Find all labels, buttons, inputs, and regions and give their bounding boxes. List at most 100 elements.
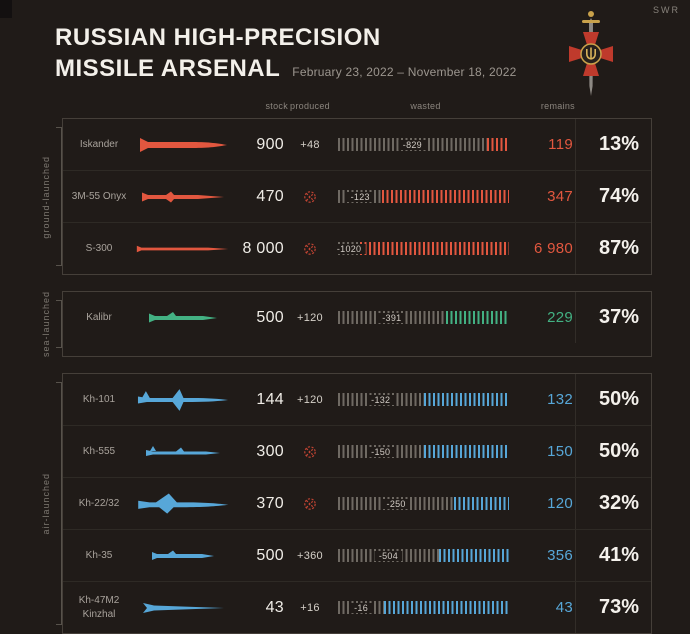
missile-name: Kh-22/32: [78, 498, 120, 510]
produced-none: [288, 497, 332, 511]
remains-value: 6 980: [533, 240, 573, 258]
header: RUSSIAN HIGH-PRECISION MISSILE ARSENAL F…: [0, 0, 690, 96]
group-label: ground-launched: [41, 155, 51, 239]
group-box: Kh-101 144 +120 -132 132 50% Kh-555 300: [62, 373, 652, 634]
wasted-remains-bar: -829: [338, 138, 509, 152]
wasted-remains-bar: -391: [338, 311, 509, 325]
missile-icon-kh101: [135, 387, 230, 413]
crossed-circle-icon: [304, 446, 316, 458]
wasted-value: -829: [398, 139, 426, 150]
remains-percent: 50%: [575, 374, 651, 426]
wasted-value: -1020: [332, 243, 366, 254]
table-row-kh2232: Kh-22/32 370 -250 120 32%: [63, 477, 651, 530]
table-row-kinzhal: Kh-47M2 Kinzhal 43 +16 -16 43 73%: [63, 581, 651, 634]
page-title: RUSSIAN HIGH-PRECISION MISSILE ARSENAL F…: [55, 22, 690, 84]
remains-percent: 37%: [575, 292, 651, 344]
title-line-1: RUSSIAN HIGH-PRECISION: [55, 24, 381, 51]
column-headers: stock produced wasted remains: [63, 100, 651, 112]
table-row-kh35: Kh-35 500 +360 -504 356 41%: [63, 529, 651, 582]
missile-icon-s300: [135, 244, 230, 254]
missile-icon-kh2232: [135, 491, 230, 517]
remains-bar-segment: [454, 497, 509, 511]
wasted-value: -132: [367, 394, 395, 405]
column-header-wasted: wasted: [410, 101, 441, 112]
produced-value: +120: [297, 311, 323, 324]
missile-name: Kh-555: [82, 446, 116, 458]
stock-value: 470: [256, 187, 284, 205]
missile-name: Kalibr: [86, 312, 112, 324]
remains-value: 229: [547, 309, 573, 327]
remains-value: 132: [547, 391, 573, 409]
produced-none: [288, 445, 332, 459]
missile-icon-onyx: [135, 190, 230, 204]
remains-bar-segment: [360, 242, 509, 256]
title-line-2: MISSILE ARSENAL: [55, 55, 281, 83]
group-box: Kalibr 500 +120 -391 229 37%: [62, 291, 652, 358]
missile-icon-kalibr: [135, 310, 230, 326]
column-header-produced: produced: [290, 101, 330, 112]
ukraine-armed-forces-emblem-icon: [569, 11, 613, 96]
remains-bar-segment: [438, 549, 509, 563]
stock-value: 8 000: [242, 239, 284, 257]
remains-value: 120: [547, 495, 573, 513]
produced-value: +360: [297, 549, 323, 562]
table-row-s300: S-300 8 000 -1020 6 980 87%: [63, 222, 651, 275]
wasted-remains-bar: -16: [338, 601, 509, 615]
group-bracket: [56, 300, 62, 349]
watermark: SWR: [653, 5, 680, 15]
missile-name: Kh-101: [82, 394, 116, 406]
produced-value: +16: [300, 601, 320, 614]
remains-value: 356: [547, 547, 573, 565]
remains-percent: 32%: [575, 478, 651, 530]
remains-percent: 41%: [575, 530, 651, 582]
stock-value: 370: [256, 494, 284, 512]
remains-value: 43: [555, 599, 573, 617]
table-row-kh101: Kh-101 144 +120 -132 132 50%: [63, 374, 651, 426]
stock-value: 900: [256, 135, 284, 153]
missile-name: Iskander: [79, 139, 119, 151]
table-row-kalibr: Kalibr 500 +120 -391 229 37%: [63, 292, 651, 344]
stock-value: 500: [256, 308, 284, 326]
group-side-label: sea-launched: [16, 291, 62, 357]
corner-notch: [0, 0, 12, 18]
wasted-value: -150: [367, 446, 395, 457]
remains-value: 150: [547, 443, 573, 461]
group-sea-launched: sea-launched Kalibr 500 +120 -391 229 37…: [16, 291, 652, 358]
remains-bar-segment: [445, 311, 509, 325]
missile-icon-kinzhal: [135, 601, 230, 615]
remains-bar-segment: [384, 601, 509, 615]
missile-name: 3M-55 Onyx: [71, 191, 127, 203]
remains-bar-segment: [382, 190, 509, 204]
produced-none: [288, 190, 332, 204]
wasted-remains-bar: -1020: [332, 242, 509, 256]
wasted-remains-bar: -250: [338, 497, 509, 511]
table-row-onyx: 3M-55 Onyx 470 -123 347 74%: [63, 170, 651, 223]
wasted-value: -391: [378, 312, 406, 323]
wasted-value: -250: [382, 498, 410, 509]
produced-value: +48: [300, 138, 320, 151]
wasted-value: -16: [350, 602, 373, 613]
remains-bar-segment: [423, 445, 509, 459]
group-bracket: [56, 127, 62, 267]
crossed-circle-icon: [304, 498, 316, 510]
remains-percent: 13%: [575, 119, 651, 171]
missile-name: Kh-47M2 Kinzhal: [78, 595, 120, 620]
table-row-kh555: Kh-555 300 -150 150 50%: [63, 425, 651, 478]
wasted-value: -123: [346, 191, 374, 202]
wasted-value: -504: [374, 550, 403, 561]
column-header-remains: remains: [540, 101, 575, 112]
group-ground-launched: ground-launched Iskander 900 +48 -829 11…: [16, 118, 652, 276]
stock-value: 300: [256, 442, 284, 460]
missile-icon-iskander: [135, 136, 230, 154]
missile-name: S-300: [85, 243, 113, 255]
remains-bar-segment: [423, 393, 509, 407]
crossed-circle-icon: [304, 243, 316, 255]
table-row-iskander: Iskander 900 +48 -829 119 13%: [63, 119, 651, 171]
column-header-stock: stock: [265, 101, 288, 112]
stock-value: 43: [265, 598, 284, 616]
missile-icon-kh555: [135, 443, 230, 461]
remains-bar-segment: [486, 138, 509, 152]
crossed-circle-icon: [304, 191, 316, 203]
missile-name: Kh-35: [85, 550, 113, 562]
wasted-remains-bar: -504: [338, 549, 509, 563]
